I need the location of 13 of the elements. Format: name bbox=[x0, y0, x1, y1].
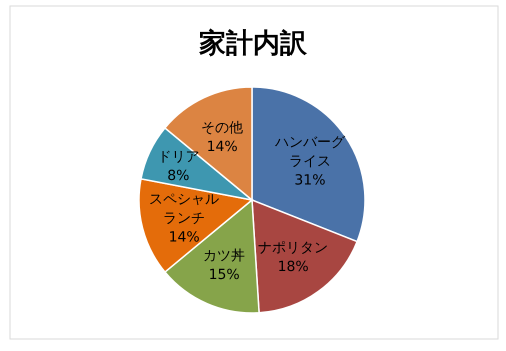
slice-label: ドリア bbox=[157, 148, 200, 165]
data-label: 18% bbox=[278, 259, 309, 276]
chart-title: 家計内訳 bbox=[198, 28, 308, 59]
data-label: 8% bbox=[167, 168, 190, 184]
slice-label: カツ丼 bbox=[203, 248, 246, 264]
slice-label: ナポリタン bbox=[258, 240, 328, 256]
data-label: 15% bbox=[208, 266, 240, 283]
data-label: 14% bbox=[168, 229, 200, 246]
slice-label: ハンバーグライス bbox=[274, 134, 346, 170]
slice-label: その他 bbox=[201, 120, 244, 136]
data-label: 31% bbox=[294, 172, 326, 189]
data-label: 14% bbox=[206, 139, 238, 156]
slice-label: スペシャルランチ bbox=[149, 191, 220, 226]
